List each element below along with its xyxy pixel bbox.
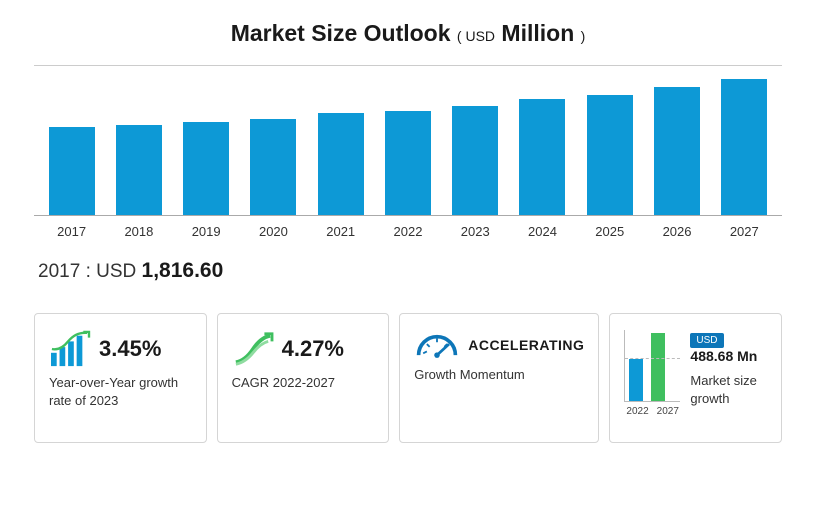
xlabel: 2019 — [173, 224, 240, 239]
bar-growth-icon — [49, 330, 91, 368]
bar-wrap — [173, 122, 240, 215]
bar-wrap — [105, 125, 172, 215]
yoy-value: 3.45% — [99, 336, 161, 362]
title-unit-suffix: ) — [581, 28, 586, 44]
xlabel: 2023 — [442, 224, 509, 239]
bar-wrap — [374, 111, 441, 215]
momentum-label: Growth Momentum — [414, 366, 584, 384]
chart-title: Market Size Outlook ( USD Million ) — [34, 20, 782, 47]
highlight-value: 1,816.60 — [142, 259, 224, 282]
highlight-value-row: 2017 : USD 1,816.60 — [38, 259, 782, 283]
bar — [385, 111, 431, 215]
bar — [654, 87, 700, 215]
xlabel: 2017 — [38, 224, 105, 239]
mini-xlabel: 2027 — [657, 406, 679, 417]
mini-chart-wrap: 2022 2027 — [624, 330, 680, 428]
highlight-currency: USD — [96, 261, 136, 282]
title-main: Market Size Outlook — [231, 20, 451, 46]
xlabel: 2027 — [711, 224, 778, 239]
card-yoy: 3.45% Year-over-Year growth rate of 2023 — [34, 313, 207, 443]
bar — [116, 125, 162, 215]
bar-wrap — [643, 87, 710, 215]
bar — [452, 106, 498, 215]
growth-arrow-icon — [232, 330, 274, 368]
bar-wrap — [307, 113, 374, 215]
bar — [183, 122, 229, 215]
stat-cards: 3.45% Year-over-Year growth rate of 2023… — [34, 313, 782, 443]
bar-chart: 2017201820192020202120222023202420252026… — [34, 65, 782, 245]
yoy-label: Year-over-Year growth rate of 2023 — [49, 374, 192, 410]
infographic-root: Market Size Outlook ( USD Million ) 2017… — [0, 0, 816, 528]
xlabel: 2024 — [509, 224, 576, 239]
bar — [721, 79, 767, 215]
xlabel: 2026 — [643, 224, 710, 239]
title-unit-value: Million — [501, 20, 574, 46]
card-cagr: 4.27% CAGR 2022-2027 — [217, 313, 390, 443]
bar — [318, 113, 364, 215]
bar — [49, 127, 95, 215]
xlabel: 2020 — [240, 224, 307, 239]
mini-xlabels: 2022 2027 — [624, 406, 680, 417]
mini-bar — [629, 359, 643, 401]
xlabel: 2021 — [307, 224, 374, 239]
growth-label: Market size growth — [690, 372, 767, 407]
momentum-value: ACCELERATING — [468, 337, 584, 353]
gauge-icon — [414, 330, 460, 360]
mini-bar-chart — [624, 330, 680, 402]
bar-wrap — [576, 95, 643, 215]
bar-wrap — [711, 79, 778, 215]
title-unit-prefix: ( USD — [457, 28, 495, 44]
card-momentum: ACCELERATING Growth Momentum — [399, 313, 599, 443]
highlight-sep: : — [86, 261, 97, 282]
cagr-label: CAGR 2022-2027 — [232, 374, 375, 392]
growth-badge: USD — [690, 333, 723, 348]
xlabel: 2022 — [374, 224, 441, 239]
bar-wrap — [38, 127, 105, 215]
bar — [250, 119, 296, 215]
mini-bar — [651, 333, 665, 401]
card-market-growth: 2022 2027 USD 488.68 Mn Market size growt… — [609, 313, 782, 443]
mini-xlabel: 2022 — [626, 406, 648, 417]
growth-value: 488.68 Mn — [690, 348, 757, 364]
bar-wrap — [240, 119, 307, 215]
bar — [519, 99, 565, 215]
cagr-value: 4.27% — [282, 336, 344, 362]
bar — [587, 95, 633, 215]
highlight-year: 2017 — [38, 261, 80, 282]
bar-wrap — [442, 106, 509, 215]
xlabel: 2018 — [105, 224, 172, 239]
xlabel: 2025 — [576, 224, 643, 239]
bar-wrap — [509, 99, 576, 215]
